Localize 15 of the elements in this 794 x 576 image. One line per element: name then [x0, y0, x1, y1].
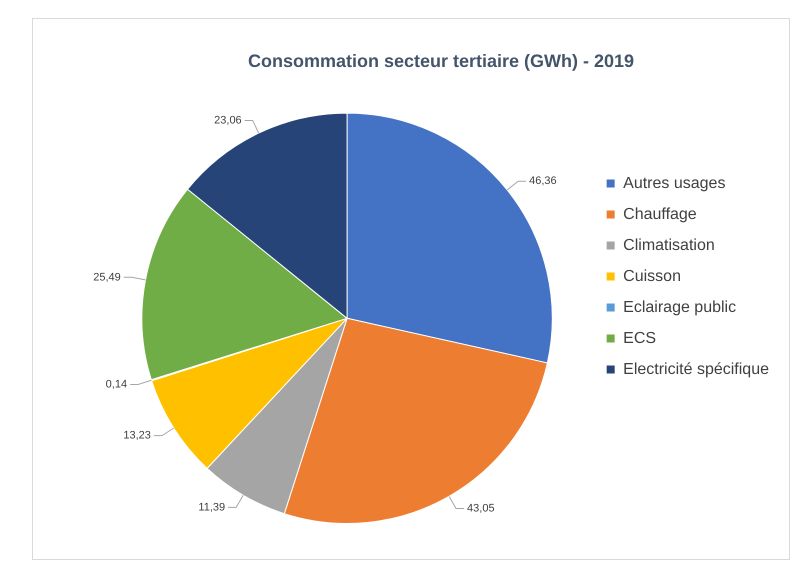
chart-title: Consommation secteur tertiaire (GWh) - 2019: [248, 50, 634, 71]
data-label: 43,05: [467, 502, 495, 515]
legend-label: Climatisation: [623, 236, 715, 254]
legend-label: Eclairage public: [623, 298, 736, 316]
data-label: 13,23: [123, 430, 151, 442]
legend-label: Autres usages: [623, 174, 726, 192]
legend-label: Cuisson: [623, 268, 681, 285]
data-label: 46,36: [529, 175, 557, 188]
legend-label: Electricité spécifique: [623, 360, 770, 378]
data-label: 25,49: [93, 271, 121, 284]
data-label: 23,06: [214, 114, 242, 126]
data-label: 0,14: [106, 378, 128, 390]
legend-label: ECS: [623, 330, 656, 347]
data-label: 11,39: [198, 501, 226, 514]
legend-label: Chauffage: [623, 206, 697, 223]
